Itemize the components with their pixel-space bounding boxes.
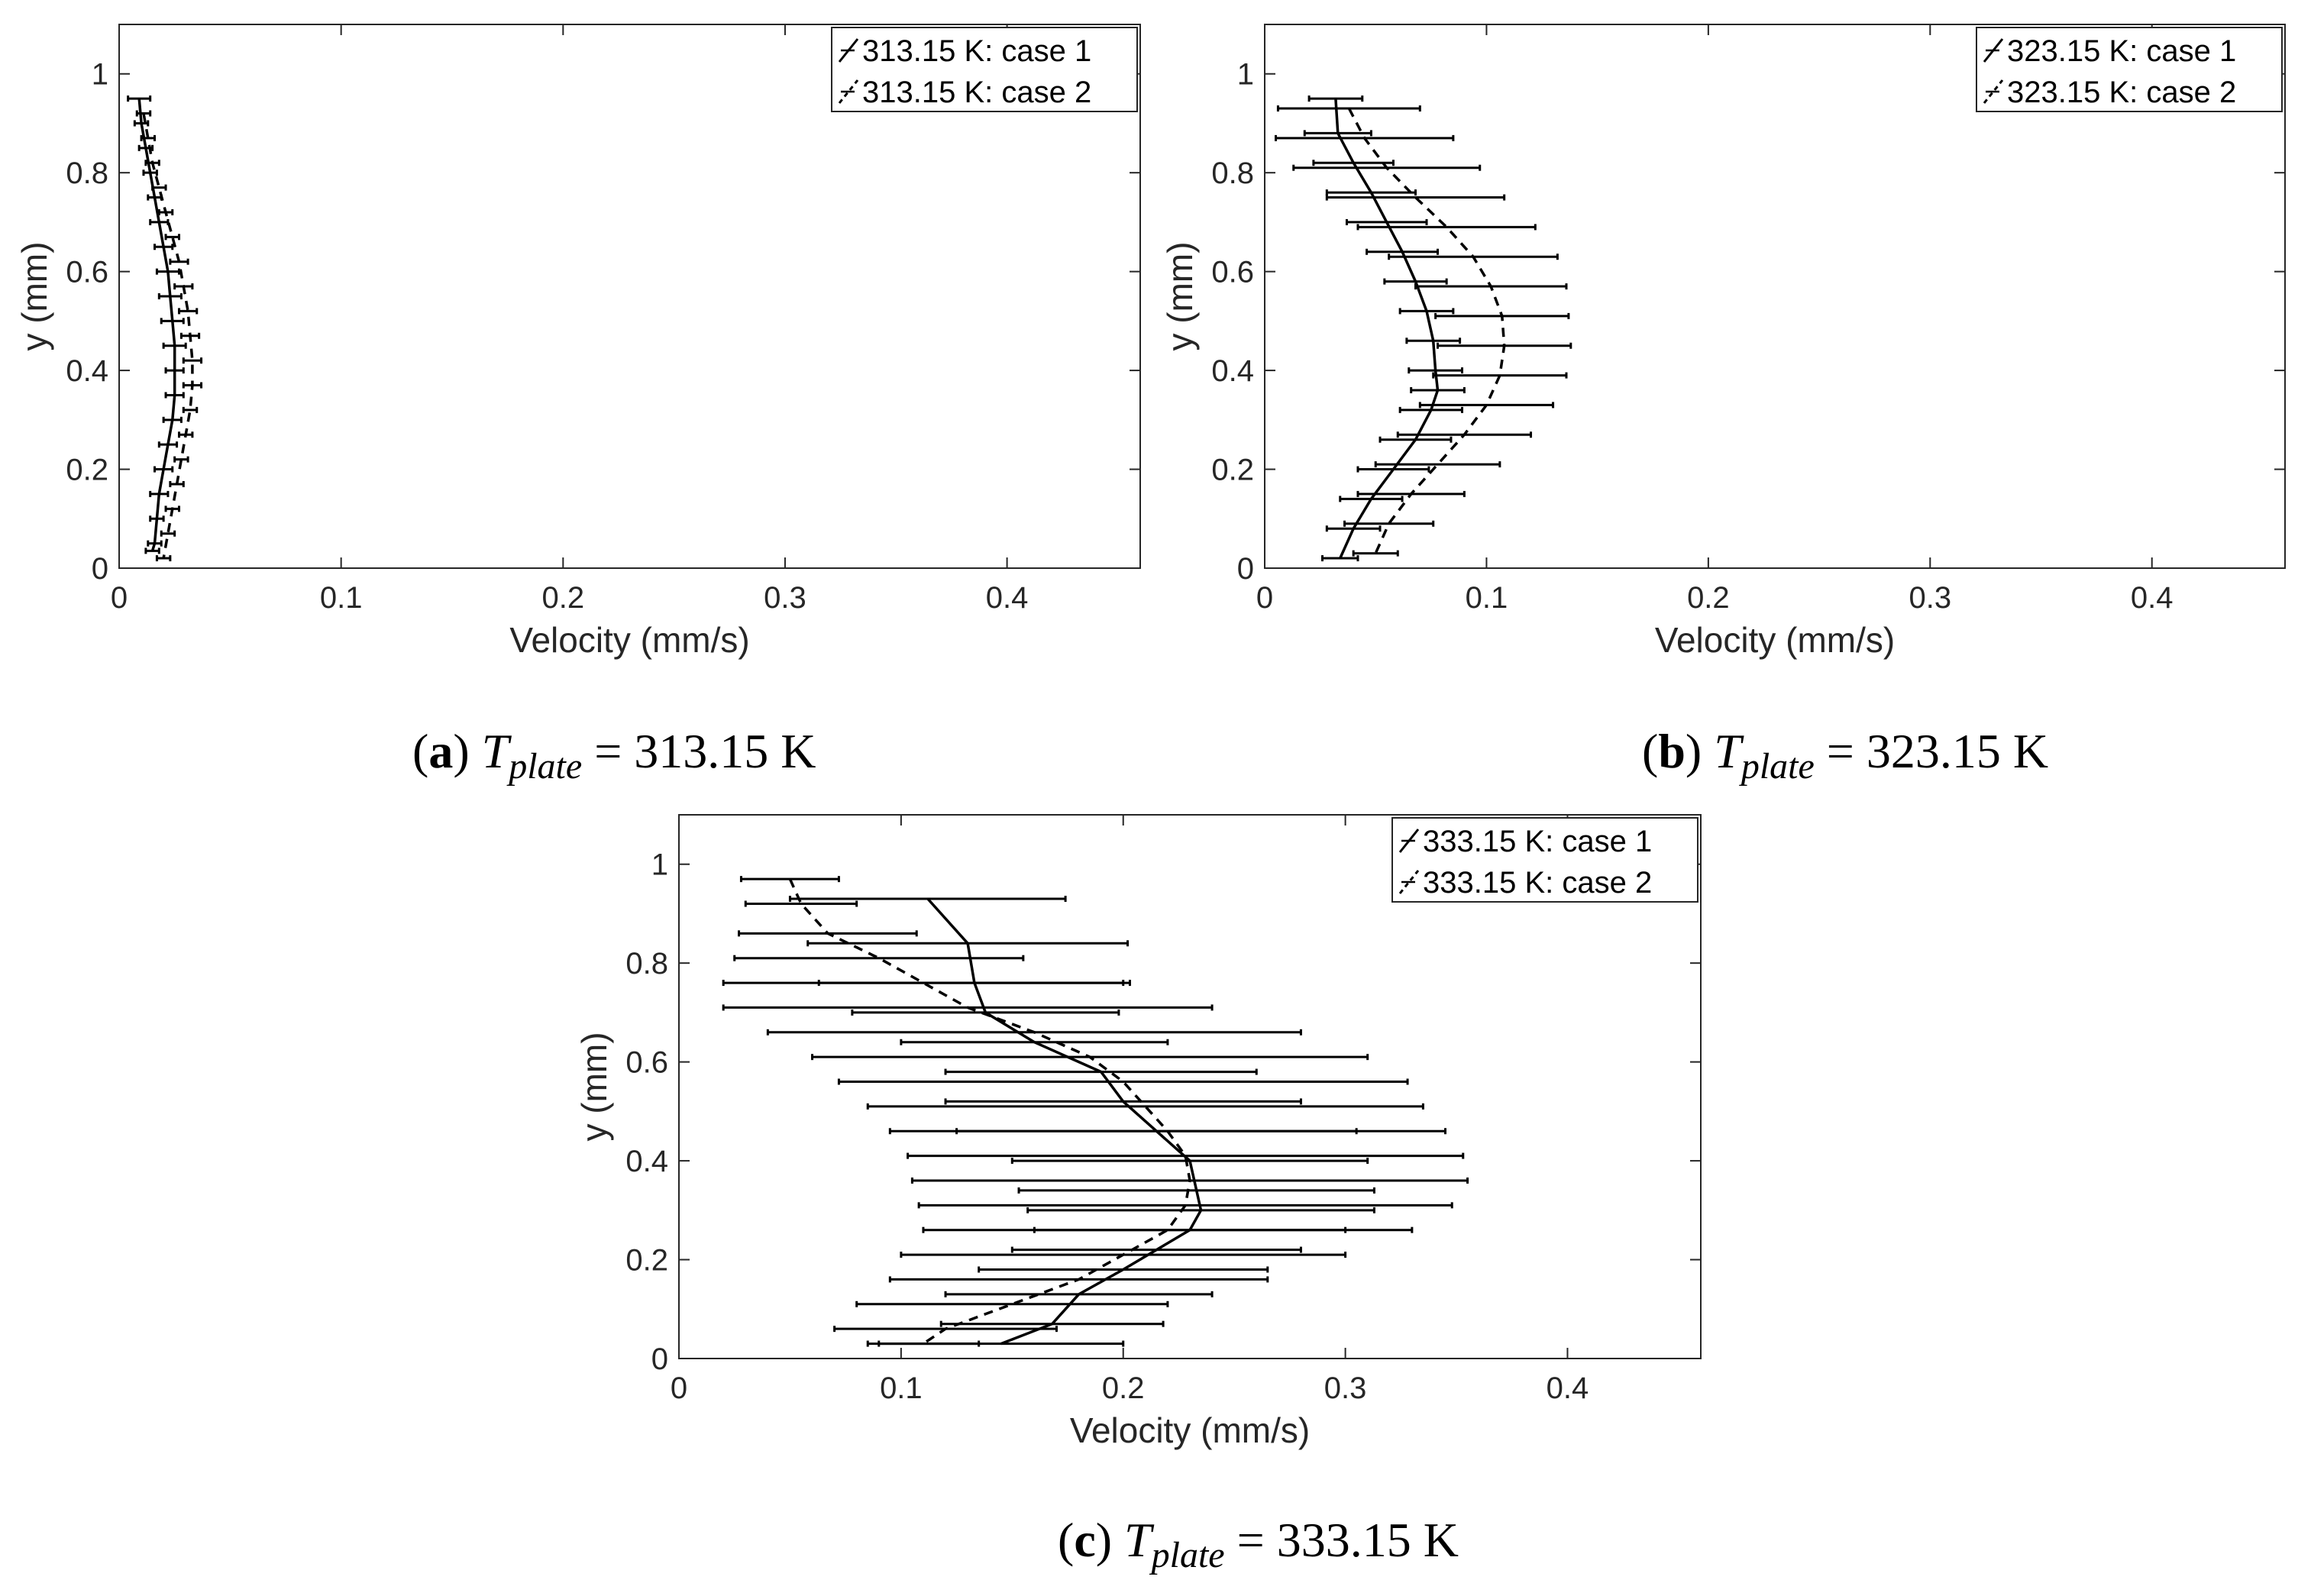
caption-close: ): [1686, 724, 1714, 778]
plot-frame: [678, 814, 1702, 1359]
x-tick-label: 0.1: [1466, 581, 1508, 615]
legend-entry: 323.15 K: case 2: [2007, 76, 2236, 109]
y-tick-label: 0.2: [625, 1244, 668, 1278]
caption-subscript: plate: [1149, 1535, 1225, 1575]
x-axis-label: Velocity (mm/s): [509, 620, 749, 660]
x-tick-label: 0.2: [541, 581, 584, 615]
y-tick-label: 0.4: [1211, 354, 1254, 388]
x-tick-label: 0.1: [320, 581, 363, 615]
panel-c: 0 0.1 0.2 0.3 0.4 0 0.2 0.4 0.6 0.8 1 Velocity (mm/…: [574, 814, 1702, 1575]
y-tick-label: 0.8: [1211, 157, 1254, 190]
x-tick-label: 0: [111, 581, 128, 615]
y-tick-label: 0.4: [66, 354, 108, 388]
y-axis-label: y (mm): [574, 1032, 614, 1141]
caption-open: (: [1058, 1513, 1074, 1567]
y-axis-label: y (mm): [1160, 241, 1200, 351]
y-tick-label: 0.6: [66, 256, 108, 289]
legend-box: [1391, 817, 1698, 903]
panel-a: 0 0.1 0.2 0.3 0.4 0 0.2 0.4 0.6 0.8 1 Velocity (mm/…: [15, 24, 1141, 787]
y-tick-label: 0.8: [66, 157, 108, 190]
y-tick-label: 1: [92, 58, 108, 92]
caption-subscript: plate: [506, 746, 582, 787]
y-tick-label: 0.4: [625, 1145, 668, 1178]
caption-letter: c: [1074, 1513, 1095, 1567]
y-tick-label: 0.2: [1211, 454, 1254, 487]
y-tick-label: 1: [651, 848, 668, 882]
panel-caption: (b) Tplate = 323.15 K: [1642, 724, 2048, 787]
panel-b: 0 0.1 0.2 0.3 0.4 0 0.2 0.4 0.6 0.8 1 Velocity (mm/…: [1160, 24, 2286, 787]
x-tick-label: 0.4: [2131, 581, 2174, 615]
series-line-2: [142, 113, 194, 559]
legend-box: [1976, 27, 2283, 112]
panel-caption: (c) Tplate = 333.15 K: [1058, 1513, 1459, 1575]
y-tick-label: 0.8: [625, 947, 668, 981]
caption-subscript: plate: [1739, 746, 1815, 787]
y-tick-label: 0: [92, 552, 108, 586]
caption-close: ): [1096, 1513, 1124, 1567]
x-tick-label: 0.3: [1324, 1371, 1367, 1405]
legend-entry: 313.15 K: case 1: [862, 34, 1091, 68]
legend-entry: 323.15 K: case 1: [2007, 34, 2236, 68]
caption-value: = 333.15 K: [1225, 1513, 1459, 1567]
legend-box: [831, 27, 1138, 112]
plot-frame: [1264, 24, 2286, 569]
x-tick-label: 0: [1256, 581, 1273, 615]
caption-value: = 313.15 K: [582, 724, 816, 778]
series-line-1: [926, 897, 1203, 1346]
x-tick-label: 0.3: [764, 581, 806, 615]
x-tick-label: 0.2: [1687, 581, 1730, 615]
x-tick-label: 0.2: [1102, 1371, 1145, 1405]
series-line-2: [1347, 108, 1506, 554]
legend-entry: 333.15 K: case 1: [1423, 825, 1652, 858]
x-tick-label: 0.1: [880, 1371, 923, 1405]
caption-open: (: [412, 724, 428, 778]
panel-caption: (a) Tplate = 313.15 K: [412, 724, 816, 787]
caption-open: (: [1642, 724, 1658, 778]
caption-value: = 323.15 K: [1815, 724, 2048, 778]
caption-letter: b: [1658, 724, 1686, 778]
x-axis-label: Velocity (mm/s): [1655, 620, 1895, 660]
legend-entry: 333.15 K: case 2: [1423, 866, 1652, 900]
series-line-1: [1334, 98, 1440, 559]
plot-frame: [118, 24, 1141, 569]
y-tick-label: 0: [651, 1342, 668, 1376]
y-tick-label: 0.2: [66, 454, 108, 487]
caption-variable: T: [1714, 724, 1744, 778]
x-tick-label: 0: [671, 1371, 687, 1405]
x-tick-label: 0.3: [1909, 581, 1951, 615]
y-tick-label: 0.6: [1211, 256, 1254, 289]
x-tick-label: 0.4: [986, 581, 1029, 615]
x-axis-label: Velocity (mm/s): [1070, 1410, 1310, 1450]
y-tick-label: 0.6: [625, 1046, 668, 1080]
series-line-2: [788, 878, 1191, 1346]
y-tick-label: 1: [1237, 58, 1254, 92]
caption-variable: T: [1124, 1513, 1155, 1567]
y-tick-label: 0: [1237, 552, 1254, 586]
series-line-1: [137, 98, 176, 551]
y-axis-label: y (mm): [15, 241, 54, 351]
caption-letter: a: [428, 724, 453, 778]
caption-close: ): [453, 724, 481, 778]
legend-entry: 313.15 K: case 2: [862, 76, 1091, 109]
caption-variable: T: [482, 724, 512, 778]
x-tick-label: 0.4: [1547, 1371, 1589, 1405]
